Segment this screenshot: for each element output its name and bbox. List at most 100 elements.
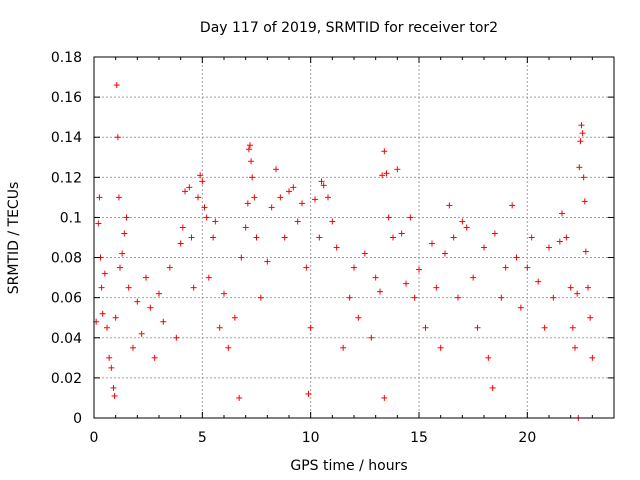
data-point: [433, 284, 440, 291]
data-point: [96, 194, 103, 201]
data-point: [377, 288, 383, 295]
data-point: [303, 264, 310, 271]
data-point: [203, 214, 210, 221]
x-tick-labels: 0 5 10 15 20: [90, 430, 537, 446]
y-tick-label: 0.08: [51, 251, 82, 267]
data-point: [151, 354, 158, 361]
y-tick-label: 0.06: [51, 291, 82, 307]
data-point: [513, 254, 520, 261]
data-point: [247, 142, 253, 149]
data-point: [546, 244, 552, 251]
data-point: [491, 230, 498, 237]
data-point: [101, 270, 108, 277]
data-point: [201, 204, 208, 211]
data-point: [125, 284, 132, 291]
data-point: [238, 254, 245, 261]
grid-lines: [94, 57, 614, 418]
data-point: [104, 324, 110, 331]
data-point: [244, 200, 251, 207]
data-point: [264, 258, 271, 265]
data-point: [481, 244, 487, 251]
data-point: [106, 354, 113, 361]
data-point: [299, 200, 305, 207]
data-point: [199, 178, 206, 185]
data-point: [253, 234, 260, 241]
data-point: [99, 310, 106, 317]
data-point: [195, 194, 201, 201]
data-point: [188, 234, 195, 241]
x-tick-label: 5: [198, 430, 207, 446]
data-point: [98, 284, 105, 291]
data-point: [210, 234, 217, 241]
data-point: [346, 294, 353, 301]
data-point: [407, 214, 414, 221]
data-point: [559, 210, 565, 217]
data-point: [429, 240, 435, 247]
data-point: [112, 314, 119, 321]
data-point: [416, 266, 422, 273]
data-point: [307, 324, 314, 331]
data-point: [577, 138, 584, 145]
data-point: [108, 364, 115, 371]
data-point: [179, 224, 186, 231]
data-point: [381, 148, 388, 155]
data-point: [111, 392, 118, 399]
data-point: [236, 394, 243, 401]
data-point: [138, 330, 145, 337]
data-point: [390, 234, 396, 241]
data-point: [312, 196, 318, 203]
data-point: [528, 234, 535, 241]
data-point: [221, 290, 227, 297]
x-tick-label: 15: [410, 430, 428, 446]
data-point: [117, 264, 123, 271]
data-point: [156, 290, 162, 297]
y-tick-label: 0.14: [51, 130, 82, 146]
data-point: [524, 264, 531, 271]
y-tick-label: 0.1: [60, 210, 82, 226]
data-point: [231, 314, 238, 321]
data-point: [305, 390, 312, 397]
data-point: [535, 278, 542, 285]
data-point: [277, 194, 284, 201]
data-point: [581, 198, 588, 205]
data-points: [93, 82, 596, 421]
y-tick-label: 0.16: [51, 90, 82, 106]
data-point: [556, 238, 563, 245]
data-point: [130, 344, 136, 351]
data-point: [368, 334, 375, 341]
data-point: [134, 298, 141, 305]
data-point: [318, 178, 325, 185]
data-point: [403, 280, 409, 287]
data-point: [574, 290, 581, 297]
data-point: [474, 324, 481, 331]
data-point: [589, 354, 596, 361]
data-point: [379, 172, 386, 179]
data-point: [455, 294, 461, 301]
data-point: [245, 146, 252, 153]
x-tick-label: 0: [90, 430, 99, 446]
data-point: [177, 240, 184, 247]
x-tick-label: 20: [518, 430, 536, 446]
y-tick-label: 0.12: [51, 170, 82, 186]
data-point: [95, 220, 102, 227]
data-point: [517, 304, 524, 311]
data-point: [372, 274, 379, 281]
data-point: [143, 274, 149, 281]
data-point: [257, 294, 264, 301]
data-point: [251, 194, 258, 201]
data-point: [294, 218, 301, 225]
data-point: [333, 244, 340, 251]
data-point: [273, 166, 279, 173]
data-point: [290, 184, 297, 191]
data-point: [186, 184, 193, 191]
data-point: [381, 394, 388, 401]
data-point: [197, 172, 204, 179]
data-point: [450, 234, 457, 241]
data-point: [329, 218, 336, 225]
x-tick-label: 10: [302, 430, 320, 446]
data-point: [470, 274, 477, 281]
data-point: [248, 158, 255, 165]
data-point: [340, 344, 347, 351]
data-point: [166, 264, 173, 271]
